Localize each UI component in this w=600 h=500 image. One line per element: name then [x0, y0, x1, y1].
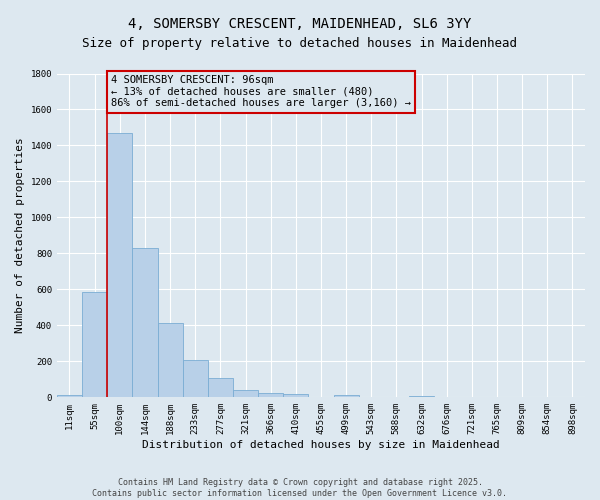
Bar — [107, 133, 133, 398]
X-axis label: Distribution of detached houses by size in Maidenhead: Distribution of detached houses by size … — [142, 440, 500, 450]
Bar — [133, 248, 158, 398]
Y-axis label: Number of detached properties: Number of detached properties — [15, 138, 25, 334]
Bar — [283, 394, 308, 398]
Bar — [334, 394, 359, 398]
Bar — [82, 292, 107, 398]
Text: Size of property relative to detached houses in Maidenhead: Size of property relative to detached ho… — [83, 38, 517, 51]
Bar — [258, 393, 283, 398]
Bar — [233, 390, 258, 398]
Bar — [409, 396, 434, 398]
Text: 4, SOMERSBY CRESCENT, MAIDENHEAD, SL6 3YY: 4, SOMERSBY CRESCENT, MAIDENHEAD, SL6 3Y… — [128, 18, 472, 32]
Text: 4 SOMERSBY CRESCENT: 96sqm
← 13% of detached houses are smaller (480)
86% of sem: 4 SOMERSBY CRESCENT: 96sqm ← 13% of deta… — [111, 76, 411, 108]
Bar — [158, 322, 182, 398]
Text: Contains HM Land Registry data © Crown copyright and database right 2025.
Contai: Contains HM Land Registry data © Crown c… — [92, 478, 508, 498]
Bar — [57, 394, 82, 398]
Bar — [208, 378, 233, 398]
Bar — [182, 360, 208, 398]
